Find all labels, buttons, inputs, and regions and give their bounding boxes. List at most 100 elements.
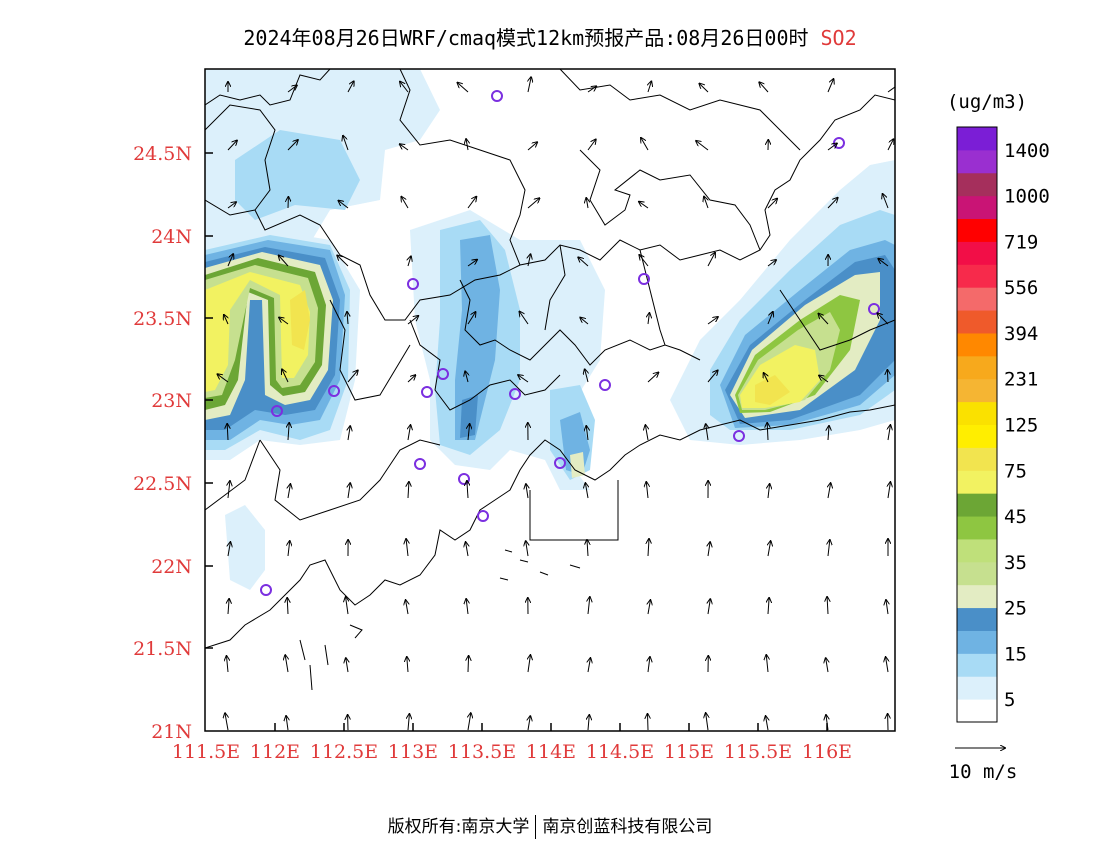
wind-arrow xyxy=(707,317,718,325)
lat-label: 21N xyxy=(151,721,192,743)
wind-arrow xyxy=(641,138,649,151)
admin-boundaries xyxy=(205,69,895,691)
axis-ticks xyxy=(205,152,828,731)
wind-arrow xyxy=(887,370,888,383)
wind-arrow xyxy=(888,425,890,441)
colorbar-swatch xyxy=(957,493,997,517)
colorbar-swatch xyxy=(957,676,997,700)
wind-arrow xyxy=(528,716,530,731)
wind-arrow xyxy=(228,542,230,557)
map-title: 2024年08月26日WRF/cmaq模式12km预报产品:08月26日00时 S… xyxy=(0,22,1100,51)
wind-arrow xyxy=(827,79,834,93)
province-boundary xyxy=(205,94,895,321)
colorbar-labels: 5 15 25 35 45 75 125 231 394 556 719 1000 1400 xyxy=(1004,140,1050,711)
wind-arrow xyxy=(518,375,529,383)
copyright-owner: 版权所有:南京大学 xyxy=(387,817,530,837)
colorbar-swatch xyxy=(957,332,997,357)
wind-arrow xyxy=(288,484,290,499)
wind-arrow xyxy=(588,658,590,673)
colorbar-swatch xyxy=(957,355,997,380)
wind-arrow xyxy=(826,658,828,673)
wind-arrow xyxy=(527,198,539,209)
northern-boundary xyxy=(205,69,331,106)
station-marker xyxy=(271,405,283,417)
concentration-field xyxy=(205,69,895,590)
coastline xyxy=(205,404,895,649)
wind-arrow xyxy=(645,425,648,441)
colorbar-swatch xyxy=(957,538,997,563)
wind-arrow xyxy=(406,539,408,557)
wind-arrow xyxy=(886,657,888,673)
station-marker xyxy=(414,458,426,470)
wind-scale-legend: 10 m/s xyxy=(949,748,1018,783)
colorbar-label: 556 xyxy=(1004,277,1038,299)
colorbar-label: 1400 xyxy=(1004,140,1050,162)
wind-arrow xyxy=(288,541,290,557)
county-lines-2 xyxy=(559,69,801,151)
lon-label: 115.5E xyxy=(724,741,792,763)
wind-arrow xyxy=(588,715,589,731)
county-lines-4 xyxy=(459,279,701,366)
lon-label: 115E xyxy=(664,741,714,763)
wind-arrow xyxy=(466,542,468,557)
wind-arrow xyxy=(286,716,288,731)
wind-arrow xyxy=(285,655,288,673)
wind-arrow xyxy=(764,373,768,383)
wind-arrow xyxy=(528,655,530,673)
colorbar-label: 1000 xyxy=(1004,186,1050,208)
colorbar-swatch xyxy=(957,653,997,677)
wind-arrow xyxy=(766,716,768,731)
wind-arrow xyxy=(400,82,409,93)
wind-arrow xyxy=(279,318,289,325)
wind-arrow xyxy=(407,375,415,383)
wind-arrow xyxy=(224,315,228,325)
lat-label: 24N xyxy=(151,226,192,248)
colorbar-swatch xyxy=(957,310,997,334)
colorbar-swatch xyxy=(957,241,997,265)
county-lines-12 xyxy=(544,244,566,331)
county-lines-11 xyxy=(205,439,261,511)
colorbar xyxy=(956,126,998,723)
wind-arrow xyxy=(279,256,289,267)
colorbar-label: 394 xyxy=(1004,323,1038,345)
wind-arrow xyxy=(348,426,350,441)
colorbar-label: 125 xyxy=(1004,415,1038,437)
wind-arrow xyxy=(528,77,531,93)
station-marker xyxy=(458,473,470,485)
wind-arrow xyxy=(704,197,708,209)
colorbar-swatch xyxy=(957,287,997,311)
wind-arrow xyxy=(526,541,528,557)
wind-arrow xyxy=(466,599,468,615)
colorbar-swatch xyxy=(957,516,997,540)
pollutant-label: SO2 xyxy=(820,26,857,50)
wind-arrow xyxy=(888,482,890,499)
wind-arrow xyxy=(827,144,837,151)
wind-arrow xyxy=(878,259,889,267)
wind-arrow xyxy=(759,82,769,93)
county-lines-7 xyxy=(205,199,256,216)
wind-arrow xyxy=(827,198,838,209)
wind-arrow xyxy=(218,374,229,383)
wind-arrow xyxy=(648,714,649,731)
county-lines-3 xyxy=(579,149,761,251)
field-dark-center xyxy=(455,235,500,440)
wind-arrow xyxy=(828,540,830,557)
wind-arrow xyxy=(828,483,831,499)
copyright-company: 南京创蓝科技有限公司 xyxy=(542,817,713,837)
wind-arrow xyxy=(887,139,893,151)
wind-arrow xyxy=(467,260,477,267)
wind-arrow xyxy=(227,202,236,209)
wind-arrow xyxy=(227,656,229,673)
colorbar-label: 231 xyxy=(1004,369,1038,391)
colorbar-label: 15 xyxy=(1004,643,1027,665)
wind-arrow xyxy=(887,83,895,93)
county-lines-5 xyxy=(409,319,561,411)
wind-arrow xyxy=(408,714,409,731)
wind-arrow xyxy=(586,426,588,441)
wind-scale-label: 10 m/s xyxy=(949,761,1018,783)
lon-label: 114.5E xyxy=(586,741,654,763)
colorbar-swatch xyxy=(957,424,997,448)
wind-arrow xyxy=(348,483,350,499)
station-marker xyxy=(509,388,521,400)
wind-arrow xyxy=(287,85,297,93)
